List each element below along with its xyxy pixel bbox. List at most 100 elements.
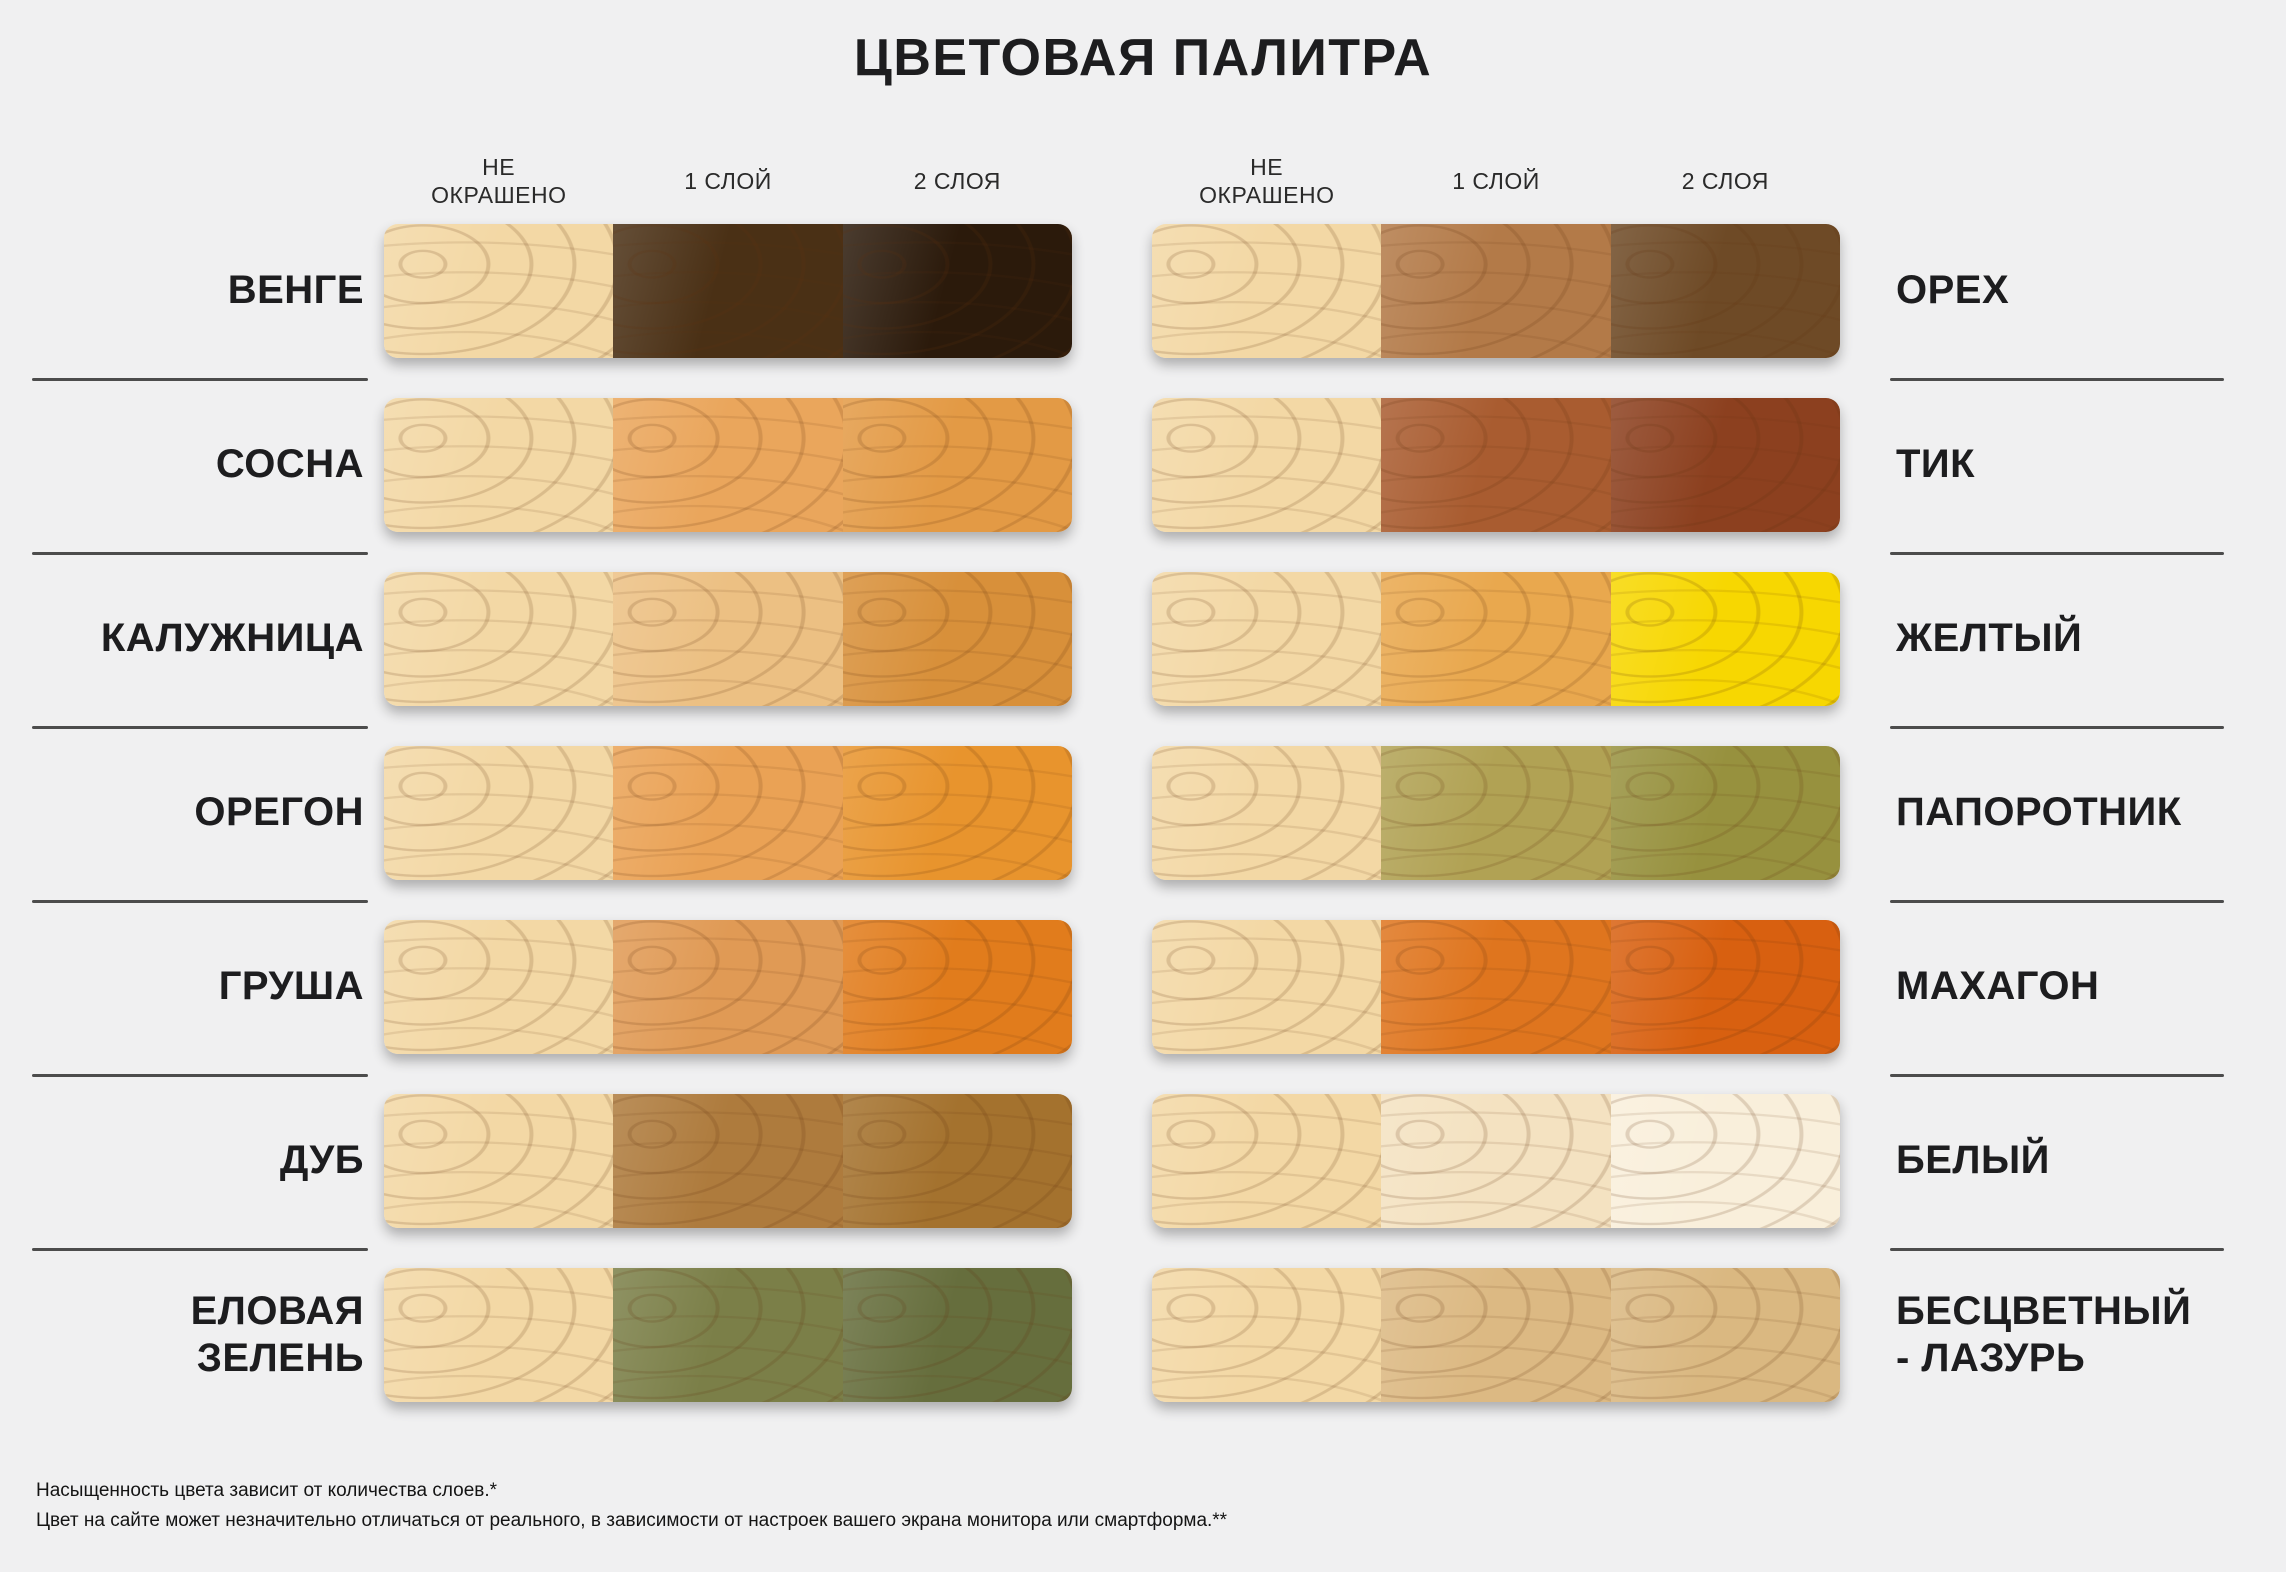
- wood-swatch-bar-left: [384, 1094, 1072, 1228]
- color-name-left: ГРУША: [32, 920, 384, 1077]
- wood-swatch-bar-right: [1152, 572, 1840, 706]
- swatch-uncoated: [1152, 746, 1382, 880]
- row-divider-right: [1890, 1074, 2224, 1077]
- palette-row: ОРЕГОН ПАПОРОТНИК: [0, 746, 2286, 903]
- color-name-left: ДУБ: [32, 1094, 384, 1251]
- swatch-one-coat: [1381, 920, 1611, 1054]
- row-divider-left: [32, 1248, 368, 1251]
- swatch-two-coats: [1610, 746, 1840, 880]
- header-uncoated-left: НЕ ОКРАШЕНО: [431, 153, 567, 208]
- swatch-two-coats: [1610, 398, 1840, 532]
- palette-row: ЕЛОВАЯ ЗЕЛЕНЬ БЕСЦВЕТНЫЙ - ЛАЗУРЬ: [0, 1268, 2286, 1402]
- swatch-one-coat: [1381, 1268, 1611, 1402]
- palette-row: СОСНА ТИК: [0, 398, 2286, 555]
- color-name-left-label: СОСНА: [215, 442, 364, 487]
- row-divider-right: [1890, 900, 2224, 903]
- color-name-right: ОРЕХ: [1840, 224, 2242, 381]
- left-group-headers: НЕ ОКРАШЕНО 1 СЛОЙ 2 СЛОЯ: [384, 153, 1072, 209]
- swatch-uncoated: [384, 746, 614, 880]
- swatch-uncoated: [384, 1094, 614, 1228]
- swatch-uncoated: [384, 224, 614, 358]
- swatch-uncoated: [384, 920, 614, 1054]
- row-divider-right: [1890, 1248, 2224, 1251]
- wood-swatch-bar-right: [1152, 1268, 1840, 1402]
- swatch-one-coat: [613, 1094, 843, 1228]
- header-one-coat-left: 1 СЛОЙ: [684, 167, 772, 194]
- swatch-uncoated: [1152, 224, 1382, 358]
- swatch-uncoated: [1152, 572, 1382, 706]
- row-divider-left: [32, 378, 368, 381]
- wood-swatch-bar-left: [384, 920, 1072, 1054]
- header-one-coat-right: 1 СЛОЙ: [1452, 167, 1540, 194]
- color-name-left-label: КАЛУЖНИЦА: [100, 616, 364, 661]
- header-two-coats-left: 2 СЛОЯ: [913, 167, 1001, 194]
- row-divider-right: [1890, 378, 2224, 381]
- color-name-right-label: БЕЛЫЙ: [1896, 1138, 2050, 1183]
- color-name-right: ПАПОРОТНИК: [1840, 746, 2242, 903]
- wood-swatch-bar-right: [1152, 920, 1840, 1054]
- swatch-one-coat: [1381, 224, 1611, 358]
- header-uncoated-right: НЕ ОКРАШЕНО: [1199, 153, 1335, 208]
- color-name-right-label: БЕСЦВЕТНЫЙ - ЛАЗУРЬ: [1896, 1288, 2192, 1380]
- color-name-left: СОСНА: [32, 398, 384, 555]
- wood-swatch-bar-left: [384, 746, 1072, 880]
- swatch-one-coat: [613, 920, 843, 1054]
- right-group-headers: НЕ ОКРАШЕНО 1 СЛОЙ 2 СЛОЯ: [1152, 153, 1840, 209]
- color-name-right: МАХАГОН: [1840, 920, 2242, 1077]
- swatch-uncoated: [1152, 1094, 1382, 1228]
- color-name-left: ОРЕГОН: [32, 746, 384, 903]
- swatch-one-coat: [613, 398, 843, 532]
- row-divider-left: [32, 726, 368, 729]
- color-name-left-label: ГРУША: [218, 964, 364, 1009]
- wood-swatch-bar-right: [1152, 1094, 1840, 1228]
- color-name-right-label: МАХАГОН: [1896, 964, 2100, 1009]
- swatch-one-coat: [1381, 398, 1611, 532]
- swatch-two-coats: [842, 1268, 1072, 1402]
- swatch-two-coats: [842, 572, 1072, 706]
- swatch-one-coat: [613, 746, 843, 880]
- swatch-uncoated: [1152, 398, 1382, 532]
- color-name-left: КАЛУЖНИЦА: [32, 572, 384, 729]
- swatch-uncoated: [384, 398, 614, 532]
- page-title: ЦВЕТОВАЯ ПАЛИТРА: [853, 29, 1433, 87]
- palette-row: ГРУША МАХАГОН: [0, 920, 2286, 1077]
- row-divider-right: [1890, 726, 2224, 729]
- row-divider-right: [1890, 552, 2224, 555]
- wood-swatch-bar-right: [1152, 398, 1840, 532]
- swatch-two-coats: [842, 1094, 1072, 1228]
- swatch-one-coat: [1381, 746, 1611, 880]
- color-name-left-label: ОРЕГОН: [194, 790, 364, 835]
- color-palette-page: ЦВЕТОВАЯ ПАЛИТРА НЕ ОКРАШЕНО 1 СЛОЙ 2 СЛ…: [0, 28, 2286, 1572]
- color-name-right-label: ЖЕЛТЫЙ: [1896, 616, 2083, 661]
- footnotes: Насыщенность цвета зависит от количества…: [36, 1476, 2286, 1537]
- row-divider-left: [32, 1074, 368, 1077]
- wood-swatch-bar-left: [384, 1268, 1072, 1402]
- row-divider-left: [32, 900, 368, 903]
- swatch-one-coat: [613, 224, 843, 358]
- swatch-two-coats: [842, 746, 1072, 880]
- color-name-right: ТИК: [1840, 398, 2242, 555]
- swatch-one-coat: [1381, 1094, 1611, 1228]
- footnote-1: Насыщенность цвета зависит от количества…: [36, 1480, 498, 1501]
- palette-row: КАЛУЖНИЦА ЖЕЛТЫЙ: [0, 572, 2286, 729]
- swatch-two-coats: [1610, 1268, 1840, 1402]
- swatch-uncoated: [384, 1268, 614, 1402]
- color-name-right-label: ОРЕХ: [1896, 268, 2010, 313]
- palette-row: ВЕНГЕ ОРЕХ: [0, 224, 2286, 381]
- color-name-left: ЕЛОВАЯ ЗЕЛЕНЬ: [44, 1268, 384, 1402]
- color-name-right: ЖЕЛТЫЙ: [1840, 572, 2242, 729]
- wood-swatch-bar-right: [1152, 224, 1840, 358]
- color-name-right: БЕСЦВЕТНЫЙ - ЛАЗУРЬ: [1840, 1268, 2242, 1402]
- color-name-right-label: ТИК: [1896, 442, 1976, 487]
- footnote-2: Цвет на сайте может незначительно отлича…: [36, 1510, 1228, 1532]
- wood-swatch-bar-left: [384, 398, 1072, 532]
- column-headers-row: НЕ ОКРАШЕНО 1 СЛОЙ 2 СЛОЯ НЕ ОКРАШЕНО 1 …: [0, 152, 2286, 210]
- wood-swatch-bar-right: [1152, 746, 1840, 880]
- swatch-two-coats: [842, 920, 1072, 1054]
- swatch-one-coat: [613, 1268, 843, 1402]
- swatch-uncoated: [384, 572, 614, 706]
- palette-row: ДУБ БЕЛЫЙ: [0, 1094, 2286, 1251]
- color-name-right: БЕЛЫЙ: [1840, 1094, 2242, 1251]
- swatch-two-coats: [1610, 1094, 1840, 1228]
- wood-swatch-bar-left: [384, 224, 1072, 358]
